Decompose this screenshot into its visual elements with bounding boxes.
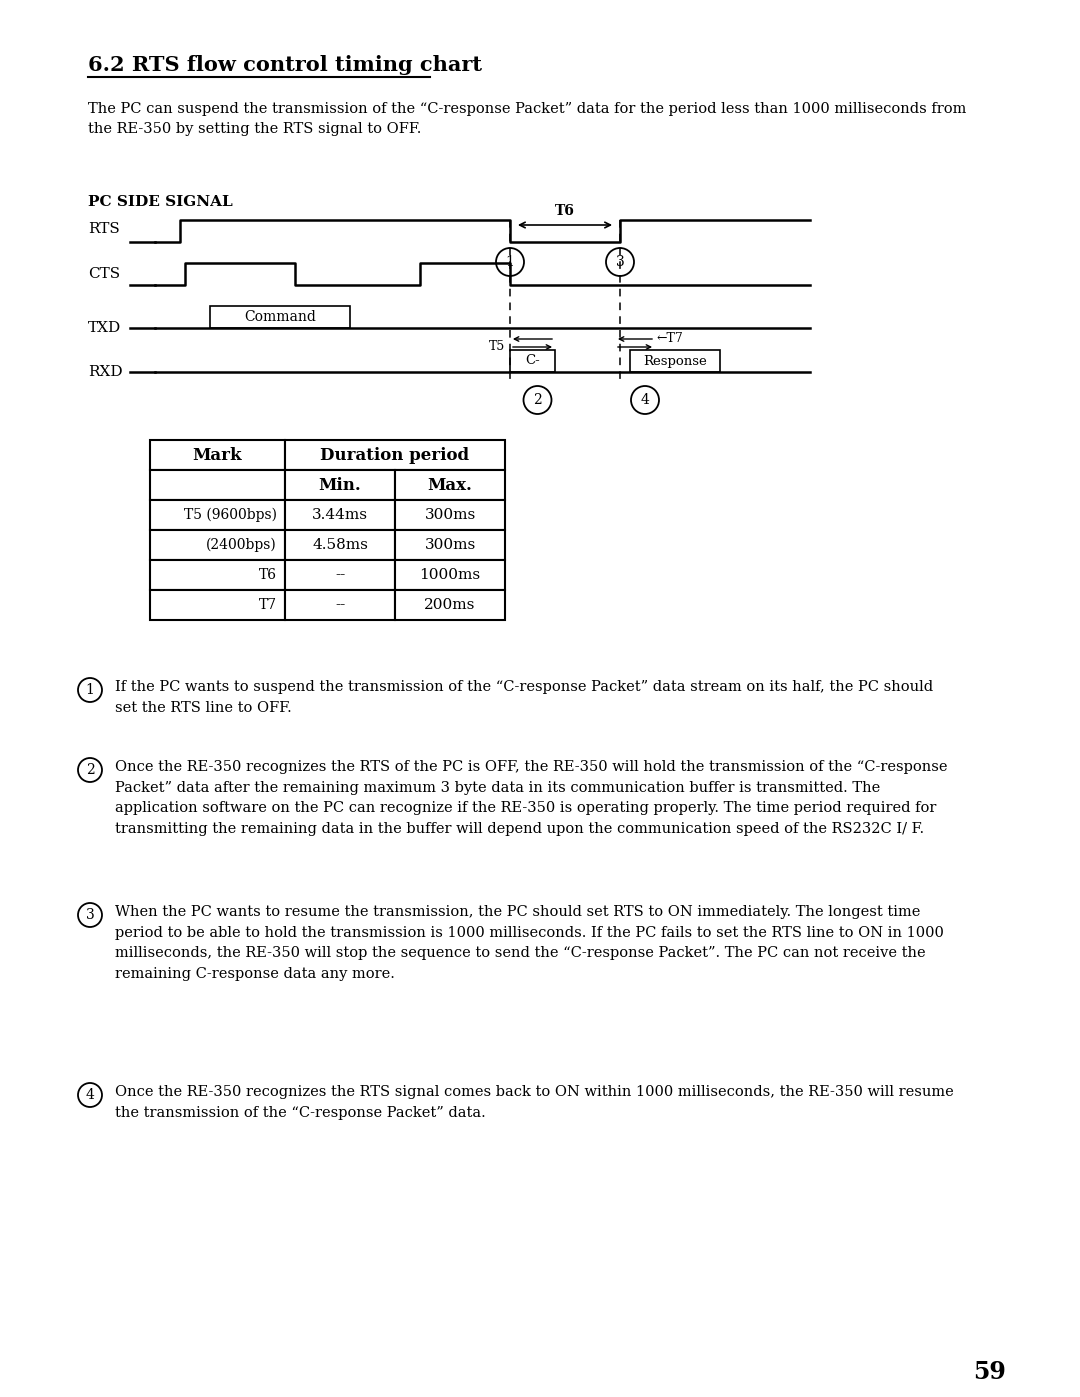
Bar xyxy=(285,469,395,500)
Text: T5 (9600bps): T5 (9600bps) xyxy=(184,507,276,522)
Text: T7: T7 xyxy=(259,598,276,612)
Text: (2400bps): (2400bps) xyxy=(206,538,276,552)
Text: 2: 2 xyxy=(85,763,94,777)
Text: 4: 4 xyxy=(85,1088,94,1102)
Bar xyxy=(285,440,505,469)
Bar xyxy=(210,306,350,328)
Bar xyxy=(150,469,285,500)
Text: 300ms: 300ms xyxy=(424,538,475,552)
Bar xyxy=(510,351,555,372)
Bar xyxy=(150,590,285,620)
Text: T6: T6 xyxy=(259,569,276,583)
Text: TXD: TXD xyxy=(87,321,121,335)
Text: 3: 3 xyxy=(616,256,624,270)
Text: Once the RE-350 recognizes the RTS of the PC is OFF, the RE-350 will hold the tr: Once the RE-350 recognizes the RTS of th… xyxy=(114,760,947,835)
Text: 1000ms: 1000ms xyxy=(419,569,481,583)
Text: 300ms: 300ms xyxy=(424,509,475,522)
Text: 3.44ms: 3.44ms xyxy=(312,509,368,522)
Bar xyxy=(150,500,285,529)
Bar xyxy=(285,500,395,529)
Text: PC SIDE SIGNAL: PC SIDE SIGNAL xyxy=(87,196,233,210)
Text: ←T7: ←T7 xyxy=(657,332,684,345)
Bar xyxy=(395,469,505,500)
Text: T6: T6 xyxy=(555,204,575,218)
Text: Once the RE-350 recognizes the RTS signal comes back to ON within 1000 milliseco: Once the RE-350 recognizes the RTS signa… xyxy=(114,1085,954,1119)
Bar xyxy=(395,500,505,529)
Text: 1: 1 xyxy=(505,256,514,270)
Text: CTS: CTS xyxy=(87,267,120,281)
Text: T5: T5 xyxy=(489,341,505,353)
Text: The PC can suspend the transmission of the “C-response Packet” data for the peri: The PC can suspend the transmission of t… xyxy=(87,102,967,136)
Text: 6.2 RTS flow control timing chart: 6.2 RTS flow control timing chart xyxy=(87,54,482,75)
Text: C-: C- xyxy=(525,355,540,367)
Text: RTS: RTS xyxy=(87,222,120,236)
Text: Mark: Mark xyxy=(192,447,242,464)
Text: 3: 3 xyxy=(85,908,94,922)
Bar xyxy=(150,560,285,590)
Text: --: -- xyxy=(335,598,346,612)
Text: 59: 59 xyxy=(973,1361,1007,1384)
Bar xyxy=(285,560,395,590)
Bar xyxy=(150,529,285,560)
Text: --: -- xyxy=(335,569,346,583)
Bar xyxy=(285,529,395,560)
Bar xyxy=(395,590,505,620)
Bar xyxy=(395,529,505,560)
Text: 1: 1 xyxy=(85,683,94,697)
Text: Min.: Min. xyxy=(319,476,362,493)
Bar xyxy=(630,351,720,372)
Bar xyxy=(395,560,505,590)
Text: If the PC wants to suspend the transmission of the “C-response Packet” data stre: If the PC wants to suspend the transmiss… xyxy=(114,680,933,715)
Text: Max.: Max. xyxy=(428,476,472,493)
Bar xyxy=(150,440,285,469)
Text: 200ms: 200ms xyxy=(424,598,475,612)
Text: 4: 4 xyxy=(640,393,649,407)
Text: 4.58ms: 4.58ms xyxy=(312,538,368,552)
Text: When the PC wants to resume the transmission, the PC should set RTS to ON immedi: When the PC wants to resume the transmis… xyxy=(114,905,944,981)
Text: Command: Command xyxy=(244,310,316,324)
Text: Duration period: Duration period xyxy=(321,447,470,464)
Text: Response: Response xyxy=(643,355,707,367)
Text: 2: 2 xyxy=(534,393,542,407)
Bar xyxy=(285,590,395,620)
Text: RXD: RXD xyxy=(87,365,123,379)
